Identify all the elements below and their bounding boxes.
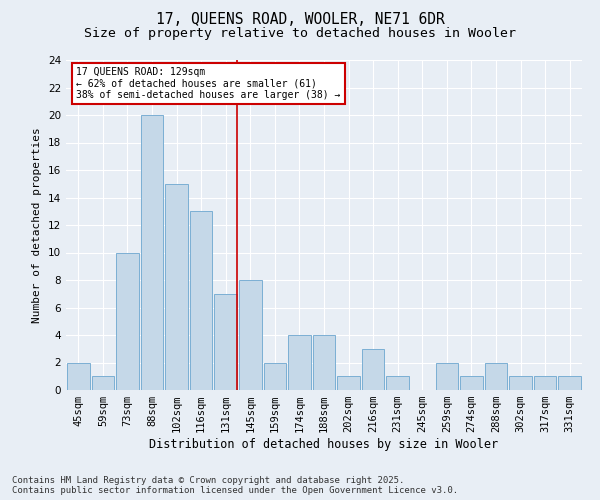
- X-axis label: Distribution of detached houses by size in Wooler: Distribution of detached houses by size …: [149, 438, 499, 451]
- Text: 17, QUEENS ROAD, WOOLER, NE71 6DR: 17, QUEENS ROAD, WOOLER, NE71 6DR: [155, 12, 445, 28]
- Bar: [92, 376, 114, 390]
- Bar: [214, 294, 237, 390]
- Bar: [559, 376, 581, 390]
- Bar: [509, 376, 532, 390]
- Bar: [485, 362, 508, 390]
- Bar: [362, 349, 385, 390]
- Bar: [165, 184, 188, 390]
- Bar: [239, 280, 262, 390]
- Bar: [313, 335, 335, 390]
- Text: Contains HM Land Registry data © Crown copyright and database right 2025.
Contai: Contains HM Land Registry data © Crown c…: [12, 476, 458, 495]
- Bar: [460, 376, 483, 390]
- Bar: [534, 376, 556, 390]
- Bar: [116, 252, 139, 390]
- Bar: [386, 376, 409, 390]
- Bar: [337, 376, 360, 390]
- Bar: [140, 115, 163, 390]
- Bar: [436, 362, 458, 390]
- Bar: [288, 335, 311, 390]
- Bar: [190, 211, 212, 390]
- Text: 17 QUEENS ROAD: 129sqm
← 62% of detached houses are smaller (61)
38% of semi-det: 17 QUEENS ROAD: 129sqm ← 62% of detached…: [76, 66, 341, 100]
- Text: Size of property relative to detached houses in Wooler: Size of property relative to detached ho…: [84, 28, 516, 40]
- Bar: [67, 362, 89, 390]
- Bar: [263, 362, 286, 390]
- Y-axis label: Number of detached properties: Number of detached properties: [32, 127, 43, 323]
